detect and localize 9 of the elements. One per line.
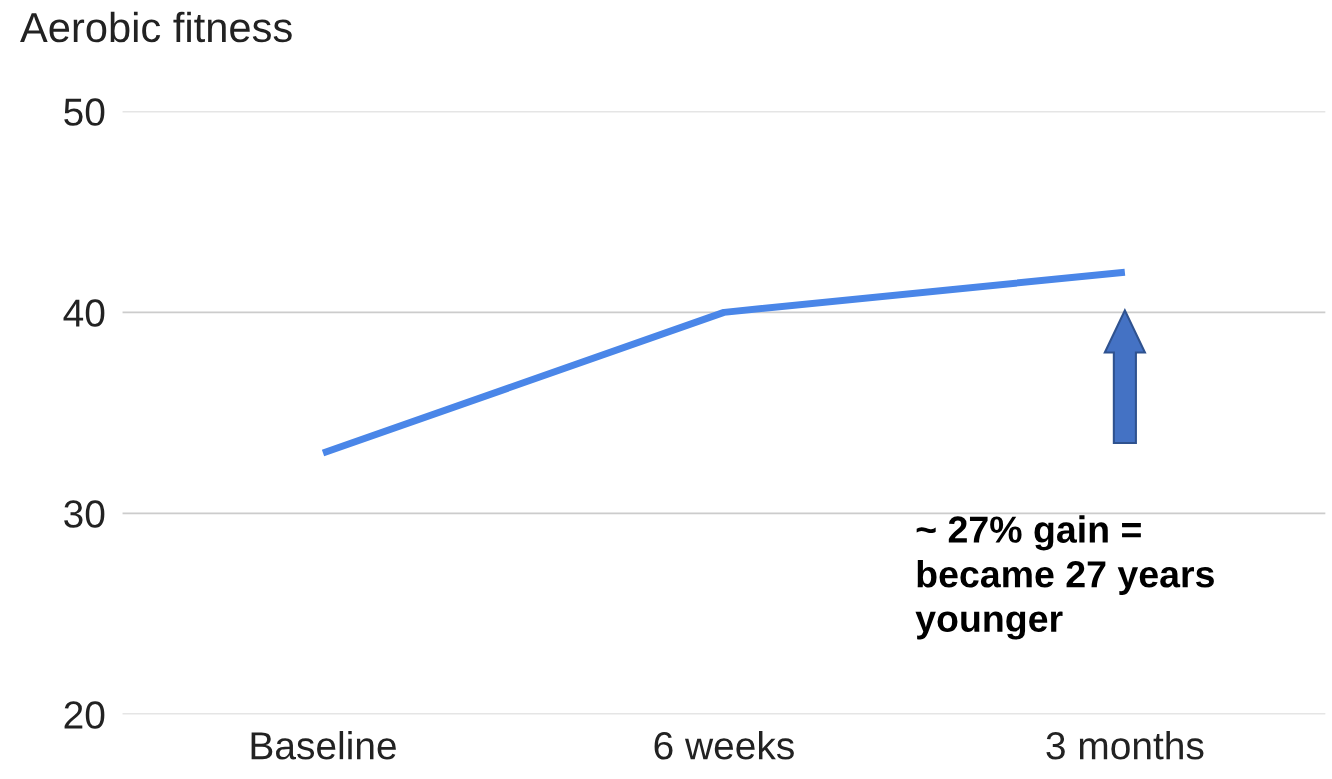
y-tick-label: 30 bbox=[64, 500, 105, 528]
x-tick-label: 3 months bbox=[1046, 731, 1204, 760]
y-tick-label: 40 bbox=[63, 299, 105, 327]
y-tick-label: 50 bbox=[64, 98, 105, 126]
y-tick-label: 20 bbox=[64, 701, 105, 729]
x-tick-label: Baseline bbox=[251, 731, 396, 760]
x-tick-label: 6 weeks bbox=[654, 731, 794, 760]
chart-title: Aerobic fitness bbox=[20, 11, 292, 43]
annotation: ~ 27% gain = became 27 years younger bbox=[915, 515, 1214, 640]
